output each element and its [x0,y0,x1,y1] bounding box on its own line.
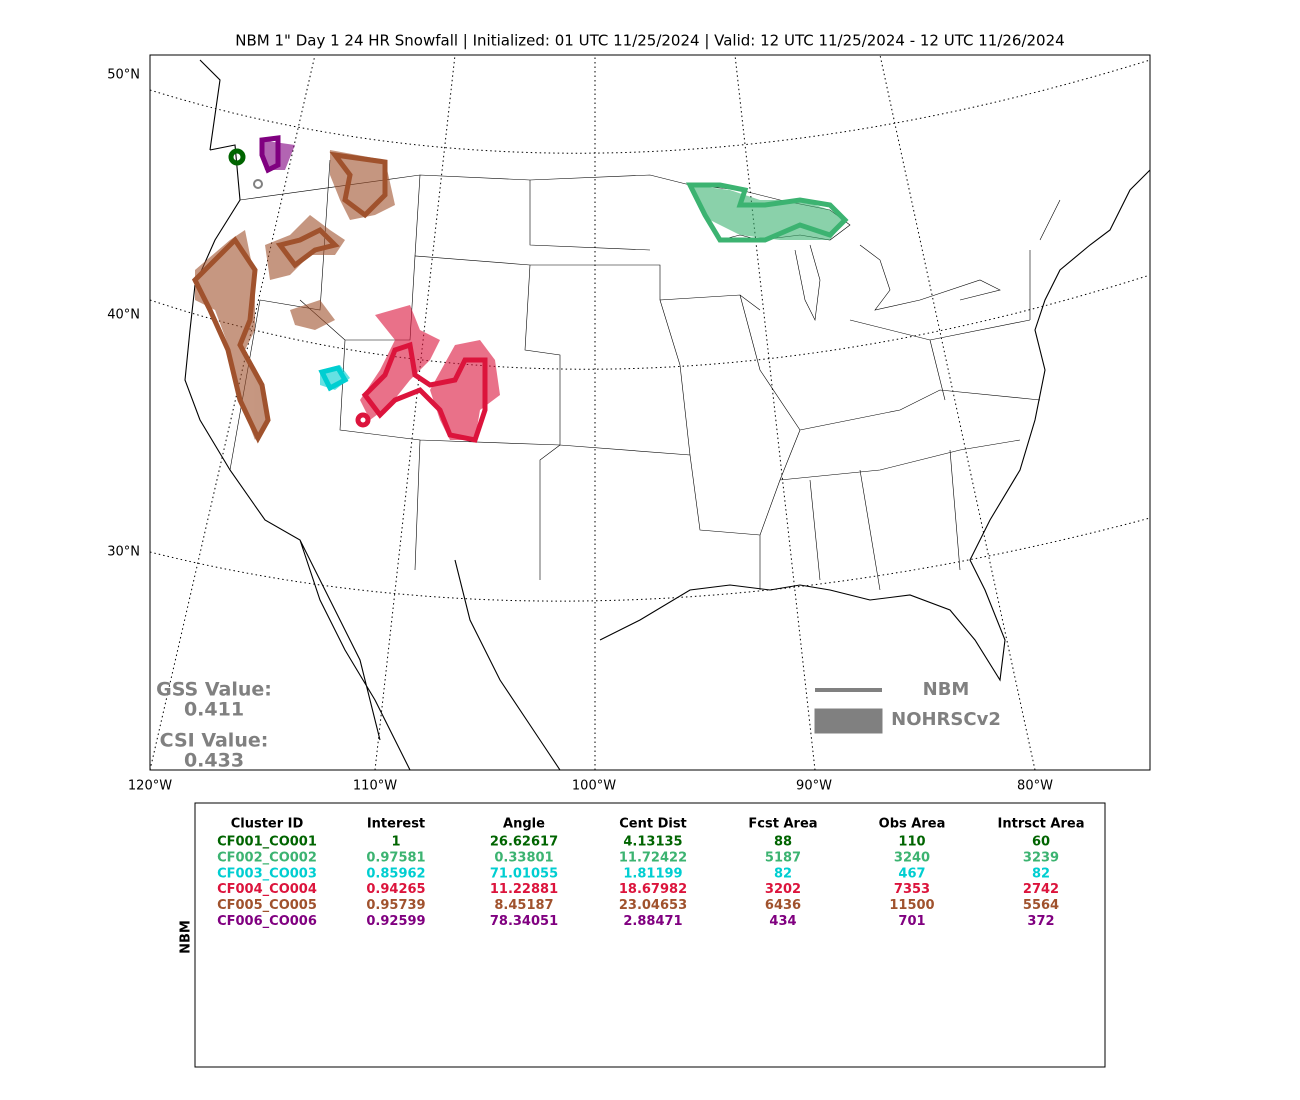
forecast-outlines [191,135,849,444]
table-cell: CF002_CO002 [217,850,317,865]
table-cell: 372 [1027,914,1054,929]
table-cell: CF006_CO006 [217,914,317,929]
parallel [150,274,1150,370]
table-cell: 0.85962 [366,866,425,881]
table-cell: 5187 [765,850,801,865]
table-cell: 71.01055 [490,866,558,881]
table-cell: 3240 [894,850,930,865]
column-header: Intrsct Area [998,817,1085,832]
table-cell: 6436 [765,898,801,913]
lon-label: 110°W [353,779,397,794]
table-cell: 3239 [1023,850,1059,865]
table-cell: 701 [898,914,925,929]
lon-label: 90°W [796,779,832,794]
table-cell: CF001_CO001 [217,835,317,850]
table-cell: 60 [1032,835,1050,850]
legend-label: NBM [923,679,970,700]
lat-label: 40°N [107,308,140,323]
table-cell: 5564 [1023,898,1059,913]
table-cell: CF005_CO005 [217,898,317,913]
table: NBM Cluster ID Interest Angle Cent Dist Fcst… [179,802,1106,1068]
gss-label: GSS Value: [156,679,272,701]
table-cell: 18.67982 [619,882,687,897]
lon-label: 100°W [572,779,616,794]
column-header: Fcst Area [748,817,817,832]
csi-label: CSI Value: [160,730,269,752]
state-lines [229,159,1061,591]
parallel [150,59,1150,154]
table-cell: 2.88471 [623,914,682,929]
scores: GSS Value: 0.411 CSI Value: 0.433 [156,679,272,772]
table-cell: 82 [774,866,792,881]
table-cell: 23.04653 [619,898,687,913]
table-cell: CF003_CO003 [217,866,317,881]
coastline [184,59,1150,770]
table-cell: 434 [769,914,796,929]
lon-label: 120°W [128,779,172,794]
meridian [374,55,456,770]
title: NBM 1" Day 1 24 HR Snowfall | Initialize… [235,32,1064,50]
table-cell: 7353 [894,882,930,897]
column-header: Obs Area [879,817,946,832]
map: 50°N 40°N 30°N 120°W 110°W 100°W 90°W 80… [107,54,1151,794]
table-cell: 1.81199 [623,866,682,881]
table-cell: 0.97581 [366,850,425,865]
table-cell: 110 [898,835,925,850]
table-cell: 3202 [765,882,801,897]
table-cell: 0.94265 [366,882,425,897]
gss-value: 0.411 [184,699,244,721]
table-cell: 0.33801 [494,850,553,865]
column-header: Cluster ID [231,817,304,832]
table-cell: 4.13135 [623,835,682,850]
lon-label: 80°W [1017,779,1053,794]
table-cell: 11500 [889,898,934,913]
legend: NBM NOHRSCv2 [814,679,1001,734]
table-cell: 78.34051 [490,914,558,929]
column-header: Interest [367,817,425,832]
table-cell: 88 [774,835,792,850]
table-cell: 11.22881 [490,882,558,897]
table-side-label: NBM [179,920,194,954]
legend-patch [814,708,883,734]
map-frame [149,54,1151,771]
lat-label: 50°N [107,68,140,83]
meridian [734,55,816,770]
table-cell: 0.95739 [366,898,425,913]
observed-areas [195,140,845,440]
column-header: Angle [503,817,545,832]
legend-label: NOHRSCv2 [891,709,1001,730]
meridian [879,55,1036,770]
lat-label: 30°N [107,545,140,560]
table-cell: CF004_CO004 [217,882,317,897]
parallel [150,517,1150,602]
table-cell: 8.45187 [494,898,553,913]
table-cell: 82 [1032,866,1050,881]
meridian [150,55,316,770]
table-cell: 2742 [1023,882,1059,897]
column-header: Cent Dist [619,817,687,832]
table-frame [194,802,1106,1068]
table-cell: 26.62617 [490,835,558,850]
table-cell: 1 [391,835,400,850]
table-cell: 467 [898,866,925,881]
csi-value: 0.433 [184,750,244,772]
table-cell: 11.72422 [619,850,687,865]
table-cell: 0.92599 [366,914,425,929]
